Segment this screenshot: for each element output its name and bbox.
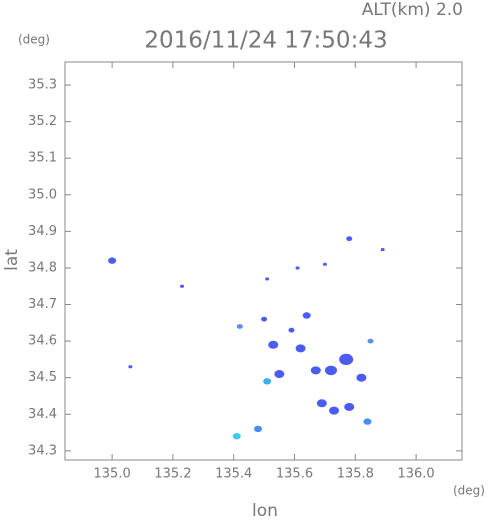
echo-cell <box>356 373 367 382</box>
y-axis-label: lat <box>2 249 22 271</box>
y-tick-label: 34.6 <box>28 334 57 349</box>
echo-cell <box>263 378 272 385</box>
echo-cell <box>329 406 340 415</box>
x-tick-label: 135.4 <box>215 467 252 482</box>
y-unit: (deg) <box>18 33 50 47</box>
echo-cell <box>310 366 321 375</box>
echo-cell <box>261 316 268 322</box>
x-tick-label: 135.2 <box>154 467 191 482</box>
x-tick-label: 135.6 <box>276 467 313 482</box>
echo-cell <box>302 312 311 319</box>
echo-cell <box>295 266 300 270</box>
echo-cell <box>268 340 279 349</box>
echo-cell <box>180 284 185 288</box>
x-tick-label: 135.8 <box>337 467 374 482</box>
echo-cell <box>363 418 372 425</box>
y-tick-label: 35.0 <box>28 187 57 202</box>
y-tick-label: 34.7 <box>28 297 57 312</box>
annotation: ALT(km) 2.0 <box>362 0 463 20</box>
y-tick-label: 34.5 <box>28 370 57 385</box>
x-unit: (deg) <box>453 484 485 498</box>
echo-cell <box>265 277 270 281</box>
y-tick-label: 34.4 <box>28 407 57 422</box>
y-tick-label: 35.1 <box>28 151 57 166</box>
y-tick-label: 35.3 <box>28 78 57 93</box>
echo-cell <box>232 433 241 440</box>
y-tick-label: 34.8 <box>28 260 57 275</box>
echo-cell <box>274 370 285 379</box>
plot-frame <box>64 61 463 461</box>
echo-cell <box>367 338 374 344</box>
echo-cell <box>128 365 133 369</box>
chart-title: 2016/11/24 17:50:43 <box>144 28 387 54</box>
echo-cell <box>236 324 243 329</box>
y-tick-label: 34.3 <box>28 443 57 458</box>
echo-cell <box>316 399 327 408</box>
x-tick-label: 135.0 <box>94 467 131 482</box>
echo-cell <box>339 353 354 366</box>
echo-cell <box>254 425 263 433</box>
echo-cell <box>322 262 327 266</box>
echo-cell <box>295 344 306 353</box>
y-tick-label: 34.9 <box>28 224 57 239</box>
x-axis-label: lon <box>252 501 278 521</box>
echo-cell <box>288 327 295 333</box>
echo-cell <box>344 402 355 411</box>
x-tick-label: 136.0 <box>397 467 434 482</box>
echo-cell <box>346 236 353 242</box>
echo-cell <box>324 365 337 376</box>
echo-cell <box>380 248 385 252</box>
y-tick-label: 35.2 <box>28 114 57 129</box>
echo-cell <box>108 257 117 264</box>
